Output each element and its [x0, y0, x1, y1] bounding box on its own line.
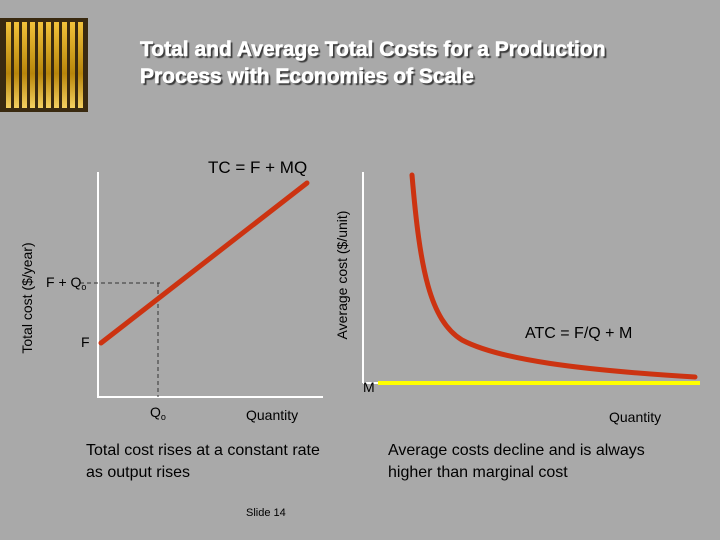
- gold-stripes-icon: [0, 18, 88, 112]
- total-cost-line: [98, 180, 310, 346]
- title-line-1: Total and Average Total Costs for a Prod…: [140, 38, 606, 62]
- tc-label-f: F: [81, 334, 90, 350]
- total-cost-caption: Total cost rises at a constant rate as o…: [86, 442, 320, 481]
- tc-x-axis-label: Quantity: [246, 407, 298, 423]
- average-cost-caption: Average costs decline and is always high…: [388, 442, 645, 481]
- title-banner: Total and Average Total Costs for a Prod…: [0, 0, 720, 113]
- average-cost-chart: ATC = F/Q + M M Quantity Average cost ($…: [334, 172, 700, 425]
- tc-y-axis-label: Total cost ($/year): [19, 242, 35, 353]
- atc-y-axis-label: Average cost ($/unit): [334, 211, 350, 340]
- tc-label-f-plus-q: F + Qo: [46, 274, 86, 292]
- atc-label-m: M: [363, 379, 375, 395]
- page-title: Total and Average Total Costs for a Prod…: [140, 36, 700, 90]
- slide-number: Slide 14: [246, 507, 286, 519]
- atc-x-axis-label: Quantity: [609, 409, 661, 425]
- tc-label-q: Qo: [150, 404, 166, 422]
- tc-curve-label: TC = F + MQ: [208, 158, 307, 177]
- total-cost-chart: TC = F + MQ F F + Qo Qo Quantity Total c…: [19, 158, 323, 423]
- atc-curve-label: ATC = F/Q + M: [525, 325, 632, 342]
- title-line-2: Process with Economies of Scale: [140, 65, 474, 89]
- average-cost-curve: [409, 172, 698, 380]
